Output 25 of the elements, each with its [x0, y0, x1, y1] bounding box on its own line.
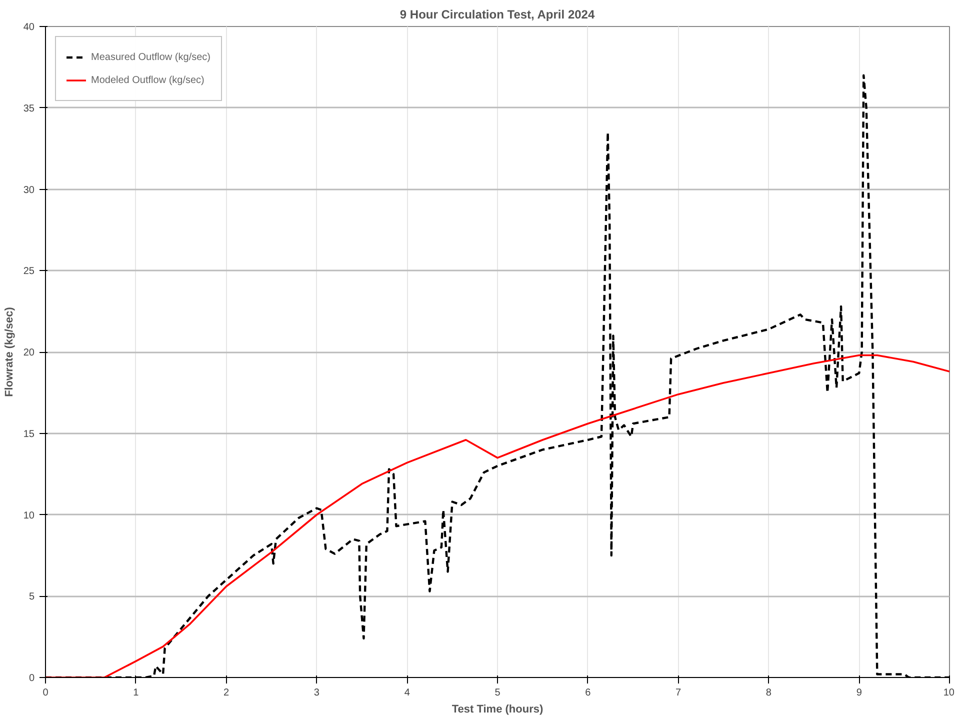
x-tick-label: 10	[943, 688, 955, 698]
y-tick-label: 5	[28, 592, 35, 603]
y-tick-label: 40	[23, 22, 35, 33]
y-tick-label: 10	[23, 510, 35, 522]
y-tick-label: 30	[23, 184, 35, 196]
x-tick-label: 3	[314, 688, 320, 698]
x-tick-label: 0	[42, 688, 49, 698]
legend-label: Measured Outflow (kg/sec)	[91, 52, 210, 62]
x-tick-label: 9	[856, 688, 862, 698]
y-tick-label: 35	[23, 103, 35, 114]
y-tick-label: 15	[23, 428, 35, 440]
y-axis-title: Flowrate (kg/sec)	[3, 306, 16, 397]
x-tick-label: 4	[404, 688, 410, 698]
legend-label: Modeled Outflow (kg/sec)	[91, 74, 204, 86]
x-tick-label: 5	[494, 688, 501, 698]
x-tick-label: 8	[766, 688, 772, 698]
x-axis-title: Test Time (hours)	[452, 704, 544, 716]
x-tick-label: 7	[676, 688, 682, 698]
x-tick-label: 6	[585, 688, 592, 698]
y-tick-label: 20	[23, 348, 35, 358]
y-tick-label: 0	[28, 673, 35, 684]
x-tick-label: 2	[224, 688, 230, 698]
x-tick-label: 1	[133, 688, 140, 698]
chart-title: 9 Hour Circulation Test, April 2024	[400, 8, 595, 22]
y-tick-label: 25	[23, 266, 35, 278]
